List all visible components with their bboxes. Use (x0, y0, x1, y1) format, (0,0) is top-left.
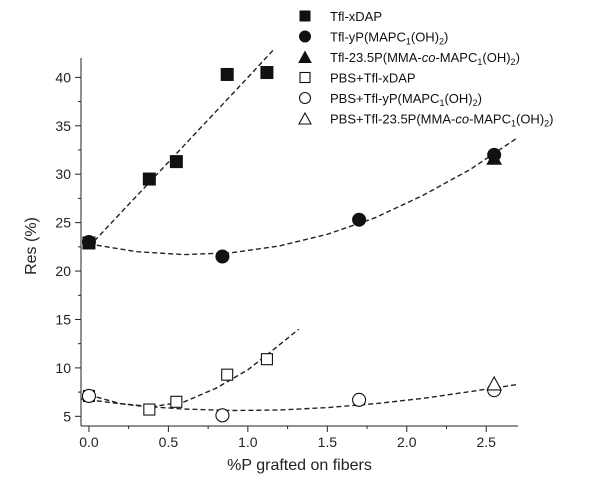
legend-label-tfl-yp: Tfl-yP(MAPC1(OH)2) (330, 30, 448, 47)
legend-label-tfl-xdap: Tfl-xDAP (330, 9, 382, 24)
x-tick-label: 0.0 (79, 434, 99, 450)
y-tick-label: 10 (55, 360, 71, 376)
legend-label-part: (OH) (444, 91, 472, 106)
legend-entry-tfl-yp: Tfl-yP(MAPC1(OH)2) (299, 30, 448, 47)
legend-label-part: ) (444, 30, 448, 45)
data-point-tfl-xdap (169, 155, 183, 169)
x-tick-label: 1.0 (238, 434, 258, 450)
legend-label-part: -MAPC (469, 112, 511, 127)
legend-marker-pbs-tfl-23-5p (298, 111, 312, 125)
x-tick-label: 2.5 (476, 434, 496, 450)
legend-label-part: ) (478, 91, 482, 106)
legend-label-part: (OH) (411, 30, 439, 45)
data-point-pbs-tfl-yp-mapc1-oh-2 (215, 408, 230, 423)
x-tick-label: 2.0 (397, 434, 417, 450)
fit-line-tfl-xdap (88, 47, 276, 248)
axes: 0.0 0.5 1.0 1.5 2.0 2.5 5 10 15 20 25 30 35 40 (55, 58, 518, 450)
data-point-tfl-23-5p-mma-co-mapc1-oh-2 (486, 150, 503, 165)
legend-label-part: (OH) (482, 50, 510, 65)
legend-label-part: Tfl-xDAP (330, 9, 382, 24)
x-tick-label: 1.5 (318, 434, 338, 450)
data-point-pbs-tfl-xdap (221, 368, 234, 381)
data-point-tfl-xdap (260, 66, 274, 80)
data-point-pbs-tfl-yp-mapc1-oh-2 (81, 388, 96, 404)
data-points (81, 66, 503, 423)
legend-label-part: 1 (477, 57, 482, 67)
legend-label-part: PBS+Tfl-xDAP (330, 71, 416, 86)
data-point-pbs-tfl-yp-mapc1-oh-2 (352, 392, 367, 407)
legend-label-part: ) (549, 112, 553, 127)
legend-label-pbs-tfl-yp: PBS+Tfl-yP(MAPC1(OH)2) (330, 91, 482, 108)
y-tick-label: 15 (55, 311, 71, 327)
legend-entry-pbs-tfl-xdap: PBS+Tfl-xDAP (299, 71, 416, 86)
legend-entry-pbs-tfl-23-5p: PBS+Tfl-23.5P(MMA-co-MAPC1(OH)2) (298, 111, 554, 129)
legend: Tfl-xDAPTfl-yP(MAPC1(OH)2)Tfl-23.5P(MMA-… (298, 9, 554, 129)
y-tick-label: 25 (55, 215, 71, 231)
series-tfl-xdap (82, 66, 274, 250)
legend-label-part: -MAPC (435, 50, 477, 65)
series-pbs-tfl-23-5p-mma-co-mapc1-oh-2 (486, 375, 503, 391)
y-axis-title: Res (%) (23, 217, 40, 275)
legend-marker-tfl-yp (299, 30, 311, 43)
fit-line-pbs-tfl-xdap (88, 328, 300, 408)
data-point-pbs-tfl-xdap (143, 403, 156, 416)
legend-entry-tfl-23-5p: Tfl-23.5P(MMA-co-MAPC1(OH)2) (298, 50, 520, 67)
legend-label-part: 2 (439, 37, 444, 47)
legend-label-part: (OH) (516, 112, 544, 127)
legend-label-pbs-tfl-xdap: PBS+Tfl-xDAP (330, 71, 416, 86)
legend-marker-pbs-tfl-yp (298, 91, 312, 105)
legend-label-part: 1 (439, 98, 444, 108)
legend-marker-tfl-23-5p (298, 50, 312, 63)
y-tick-label: 30 (55, 166, 71, 182)
fit-line-tfl-yp-mapc1-oh-2 (88, 136, 519, 256)
legend-label-tfl-23-5p: Tfl-23.5P(MMA-co-MAPC1(OH)2) (330, 50, 520, 67)
data-point-tfl-xdap (220, 67, 234, 81)
legend-label-part: co (455, 112, 469, 127)
legend-label-part: Tfl-23.5P(MMA- (330, 50, 422, 65)
legend-marker-tfl-xdap (299, 10, 311, 22)
y-tick-label: 5 (63, 408, 71, 424)
legend-label-part: PBS+Tfl-yP(MAPC (330, 91, 439, 106)
data-point-pbs-tfl-xdap (260, 353, 273, 366)
legend-entry-tfl-xdap: Tfl-xDAP (299, 9, 382, 24)
data-point-pbs-tfl-xdap (170, 395, 183, 408)
series-pbs-tfl-xdap (82, 353, 273, 416)
legend-label-part: ) (516, 50, 520, 65)
series-tfl-yp-mapc1-oh-2 (81, 147, 502, 264)
legend-label-part: 1 (406, 37, 411, 47)
legend-label-part: 2 (511, 57, 516, 67)
data-point-pbs-tfl-23-5p-mma-co-mapc1-oh-2 (486, 375, 503, 391)
legend-label-part: 2 (544, 119, 549, 129)
data-point-tfl-yp-mapc1-oh-2 (81, 235, 96, 249)
data-point-tfl-xdap (142, 172, 156, 186)
legend-label-part: 2 (473, 98, 478, 108)
x-axis-title: %P grafted on fibers (227, 457, 372, 474)
y-tick-label: 40 (55, 69, 71, 85)
fit-lines (81, 47, 519, 412)
legend-label-part: Tfl-yP(MAPC (330, 30, 406, 45)
legend-label-part: 1 (511, 119, 516, 129)
series-pbs-tfl-yp-mapc1-oh-2 (81, 383, 502, 423)
legend-label-part: PBS+Tfl-23.5P(MMA- (330, 112, 455, 127)
y-tick-label: 20 (55, 263, 71, 279)
data-point-tfl-yp-mapc1-oh-2 (352, 212, 367, 227)
legend-label-pbs-tfl-23-5p: PBS+Tfl-23.5P(MMA-co-MAPC1(OH)2) (330, 112, 554, 129)
y-tick-label: 35 (55, 118, 71, 134)
legend-entry-pbs-tfl-yp: PBS+Tfl-yP(MAPC1(OH)2) (298, 91, 482, 108)
x-tick-label: 0.5 (159, 434, 179, 450)
legend-marker-pbs-tfl-xdap (299, 71, 311, 84)
data-point-tfl-yp-mapc1-oh-2 (215, 249, 230, 264)
legend-label-part: co (422, 50, 436, 65)
series-tfl-23-5p-mma-co-mapc1-oh-2 (486, 150, 503, 165)
